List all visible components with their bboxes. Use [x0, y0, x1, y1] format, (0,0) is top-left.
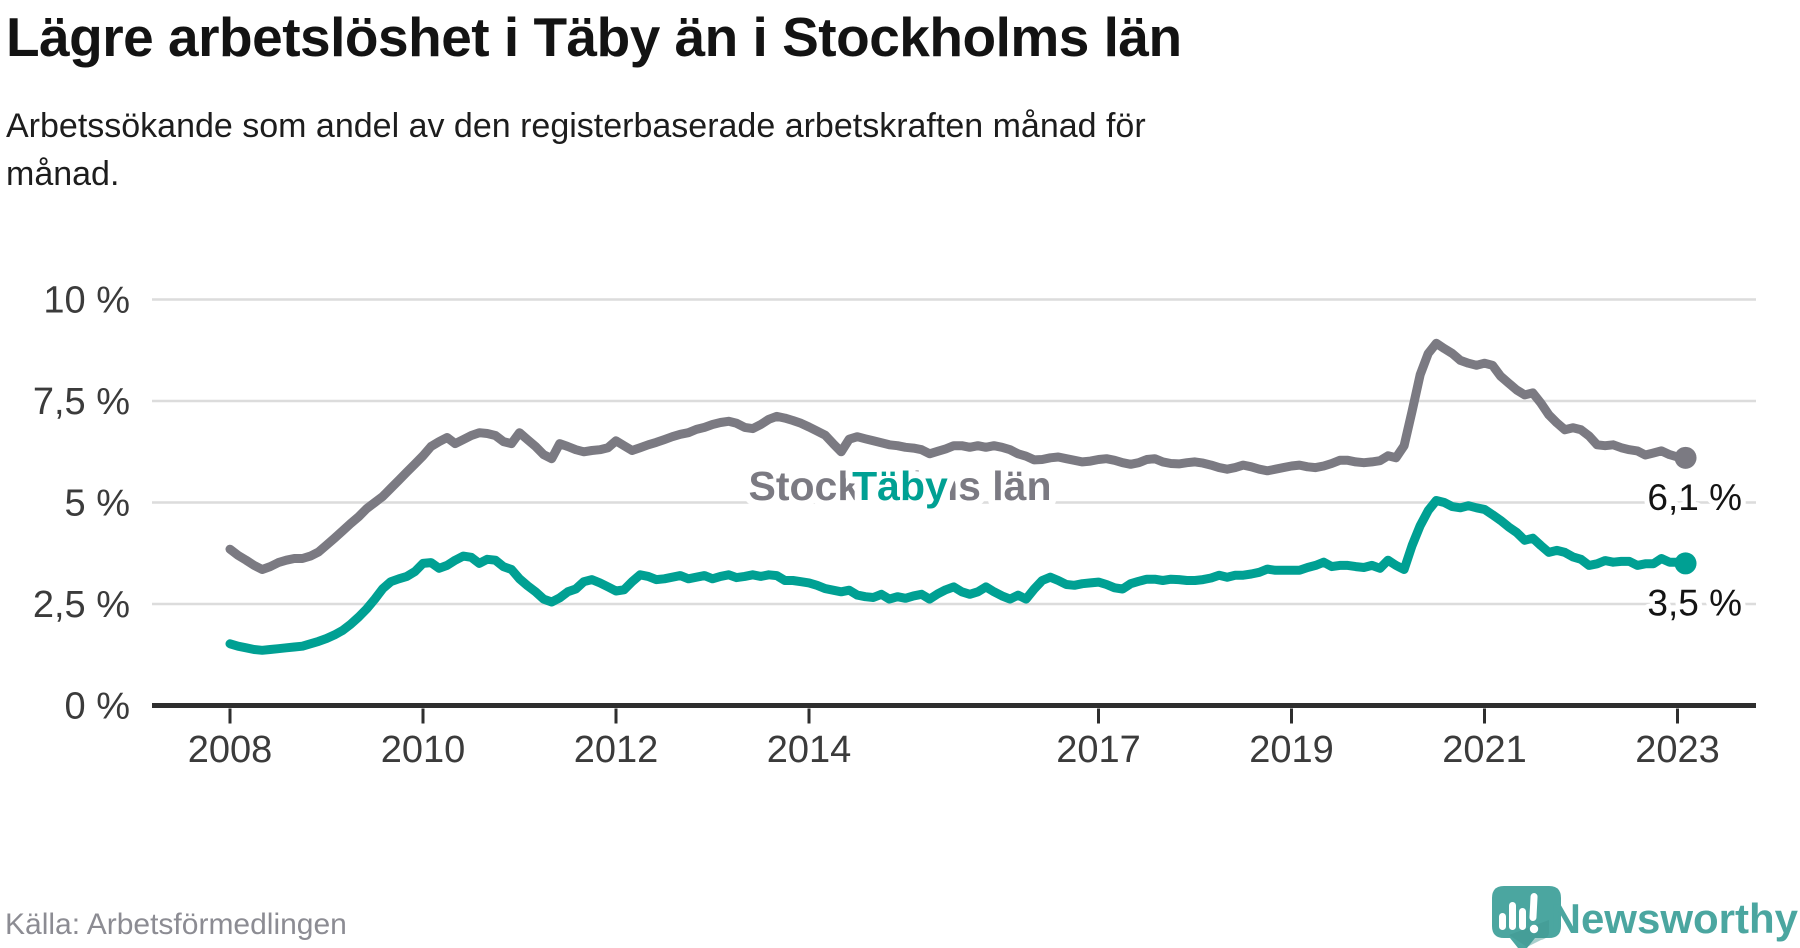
y-tick-label: 7,5 % — [33, 381, 130, 423]
y-tick-label: 5 % — [65, 483, 130, 525]
x-tick-label: 2014 — [767, 729, 852, 771]
series-end-dot-t-by — [1674, 552, 1697, 575]
x-tick-label: 2021 — [1442, 729, 1527, 771]
series-line-t-by — [225, 496, 1690, 655]
x-tick-label: 2012 — [574, 729, 659, 771]
x-tick-label: 2008 — [188, 729, 273, 771]
page-subtitle: Arbetssökande som andel av den registerb… — [6, 107, 1146, 194]
y-tick-label: 10 % — [43, 280, 130, 322]
y-tick-label: 0 % — [65, 686, 130, 728]
series-end-dot-stockholms-l-n — [1674, 446, 1697, 469]
page-title: Lägre arbetslöshet i Täby än i Stockholm… — [6, 6, 1182, 68]
series-label-stockholms-l-n: Stockholms län — [748, 463, 1051, 509]
end-value-label-stockholms-l-n: 6,1 % — [1647, 477, 1742, 518]
series-line-stockholms-l-n — [225, 338, 1690, 574]
x-tick-label: 2010 — [381, 729, 466, 771]
x-tick-label: 2023 — [1635, 729, 1720, 771]
x-tick-label: 2019 — [1249, 729, 1334, 771]
y-tick-label: 2,5 % — [33, 584, 130, 626]
source-note: Källa: Arbetsförmedlingen — [5, 908, 347, 941]
x-tick-label: 2017 — [1056, 729, 1141, 771]
series-label-t-by: Täby — [852, 463, 948, 509]
end-value-label-t-by: 3,5 % — [1647, 582, 1742, 623]
